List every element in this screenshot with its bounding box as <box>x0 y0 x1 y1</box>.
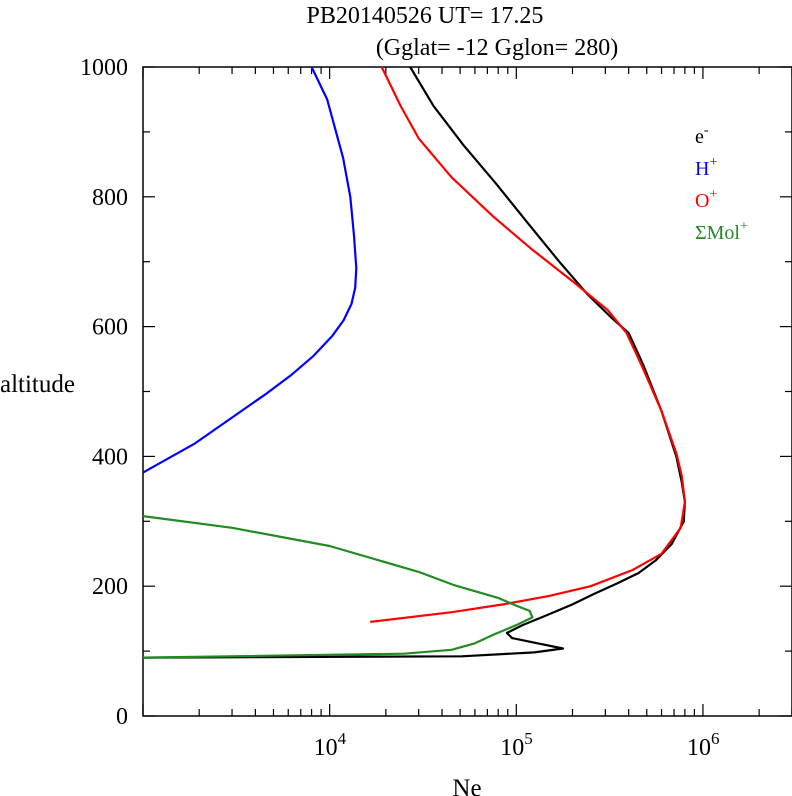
x-tick-labels: 104 105 106 <box>314 729 720 761</box>
y-tick-label: 1000 <box>80 55 128 81</box>
y-tick-label: 400 <box>92 444 128 470</box>
series-line-3 <box>142 515 534 659</box>
x-axis-label: Ne <box>452 775 481 796</box>
y-axis-label: altitude <box>0 371 75 398</box>
series-line-0 <box>142 66 686 659</box>
axis-ticks <box>142 66 792 717</box>
legend-entry-0: e- <box>695 123 709 148</box>
chart-title: PB20140526 UT= 17.25 <box>307 3 544 29</box>
chart-subtitle: (Gglat= -12 Gglon= 280) <box>376 35 618 61</box>
y-tick-labels: 0 200 400 600 800 1000 <box>80 55 128 730</box>
x-tick-label: 106 <box>687 729 720 761</box>
y-tick-label: 600 <box>92 315 128 341</box>
legend-entry-1: H+ <box>695 155 717 180</box>
legend-entry-3: ΣMol+ <box>695 219 748 244</box>
legend: e- H+ O+ ΣMol+ <box>695 123 748 244</box>
series-lines <box>142 66 686 659</box>
y-tick-label: 200 <box>92 574 128 600</box>
x-tick-label: 104 <box>314 729 347 761</box>
series-line-2 <box>370 66 686 623</box>
legend-entry-2: O+ <box>695 187 717 212</box>
y-tick-label: 800 <box>92 185 128 211</box>
series-line-1 <box>142 66 358 474</box>
x-tick-label: 105 <box>500 729 533 761</box>
y-tick-label: 0 <box>116 704 128 730</box>
